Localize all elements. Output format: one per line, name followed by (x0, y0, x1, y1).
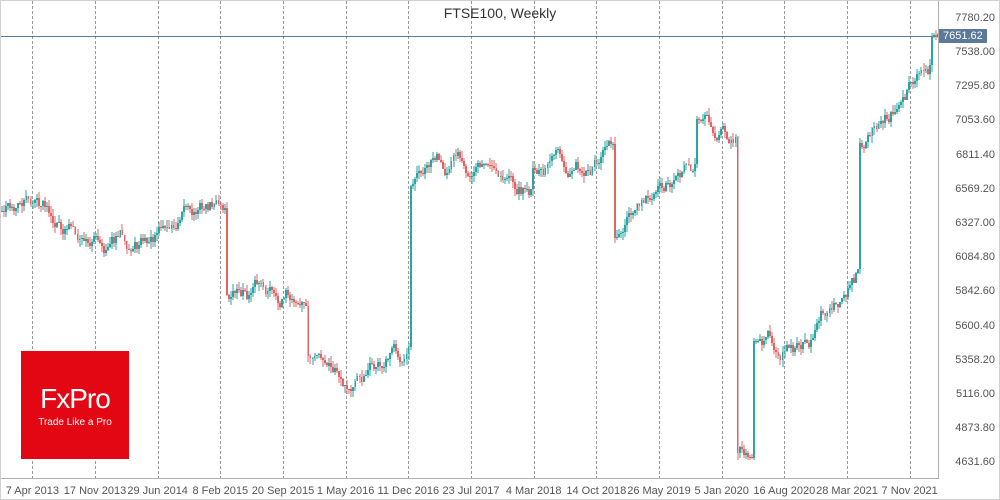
current-price-flag: 7651.62 (939, 29, 987, 43)
x-axis: 7 Apr 2013 17 Nov 201329 Jun 2014 8 Feb 20… (1, 478, 939, 499)
y-tick-label: 6327.00 (955, 217, 995, 229)
x-gridline (534, 1, 535, 479)
x-gridline (784, 1, 785, 479)
x-gridline (722, 1, 723, 479)
x-tick-label: 8 Feb 2015 (193, 485, 249, 497)
x-tick-label: 16 Aug 2020 (753, 485, 815, 497)
x-gridline (220, 1, 221, 479)
ohlc-bar (614, 137, 616, 244)
ohlc-bar (833, 298, 835, 312)
y-tick-label: 6084.80 (955, 251, 995, 263)
y-tick-label: 6811.40 (956, 149, 995, 161)
x-tick-label: 29 Jun 2014 (127, 485, 188, 497)
current-price-line (1, 36, 939, 37)
x-tick-label: 20 Sep 2015 (252, 485, 314, 497)
ohlc-bar (410, 185, 412, 350)
ohlc-bar (696, 116, 698, 168)
y-tick-label: 5116.00 (956, 388, 995, 400)
ohlc-bar (122, 224, 124, 236)
y-tick-label: 5842.60 (955, 285, 995, 297)
x-tick-label: 1 May 2016 (317, 485, 374, 497)
x-tick-label: 7 Nov 2021 (882, 485, 938, 497)
chart-container: FTSE100, Weekly 7780.20 7538.00 7295.80 705… (0, 0, 1000, 500)
x-tick-label: 11 Dec 2016 (378, 485, 440, 497)
x-tick-label: 28 Mar 2021 (816, 485, 878, 497)
ohlc-bar (226, 202, 228, 295)
y-tick-label: 5358.20 (955, 354, 995, 366)
x-gridline (471, 1, 472, 479)
x-gridline (910, 1, 911, 479)
y-axis: 7780.20 7538.00 7295.80 7053.60 6811.40 6569.… (938, 1, 999, 479)
y-tick-label: 7780.20 (955, 12, 995, 24)
x-gridline (346, 1, 347, 479)
brand-logo: FxPro Trade Like a Pro (21, 351, 129, 459)
ohlc-bar (308, 301, 310, 362)
y-tick-label: 7295.80 (955, 80, 995, 92)
x-gridline (847, 1, 848, 479)
x-tick-label: 7 Apr 2013 (6, 485, 59, 497)
x-tick-label: 14 Oct 2018 (566, 485, 626, 497)
logo-text: FxPro (40, 383, 110, 415)
x-tick-label: 26 May 2019 (627, 485, 691, 497)
x-tick-label: 23 Jul 2017 (443, 485, 500, 497)
x-tick-label: 4 Mar 2018 (506, 485, 562, 497)
logo-subtitle: Trade Like a Pro (38, 417, 112, 428)
chart-title: FTSE100, Weekly (444, 5, 557, 21)
x-gridline (283, 1, 284, 479)
ohlc-bar (931, 33, 933, 72)
y-tick-label: 4631.60 (955, 456, 995, 468)
y-tick-label: 7053.60 (955, 114, 995, 126)
y-tick-label: 5600.40 (955, 320, 995, 332)
plot-area[interactable] (1, 1, 939, 479)
x-gridline (596, 1, 597, 479)
x-tick-label: 17 Nov 2013 (64, 485, 126, 497)
ohlc-bar (737, 136, 739, 460)
ohlc-bar (281, 299, 283, 308)
y-tick-label: 7538.00 (955, 46, 995, 58)
y-tick-label: 6569.20 (955, 183, 995, 195)
x-gridline (659, 1, 660, 479)
ohlc-bar (859, 138, 861, 274)
ohlc-bar (753, 338, 755, 460)
x-tick-label: 5 Jan 2020 (694, 485, 748, 497)
y-tick-label: 4873.80 (955, 422, 995, 434)
